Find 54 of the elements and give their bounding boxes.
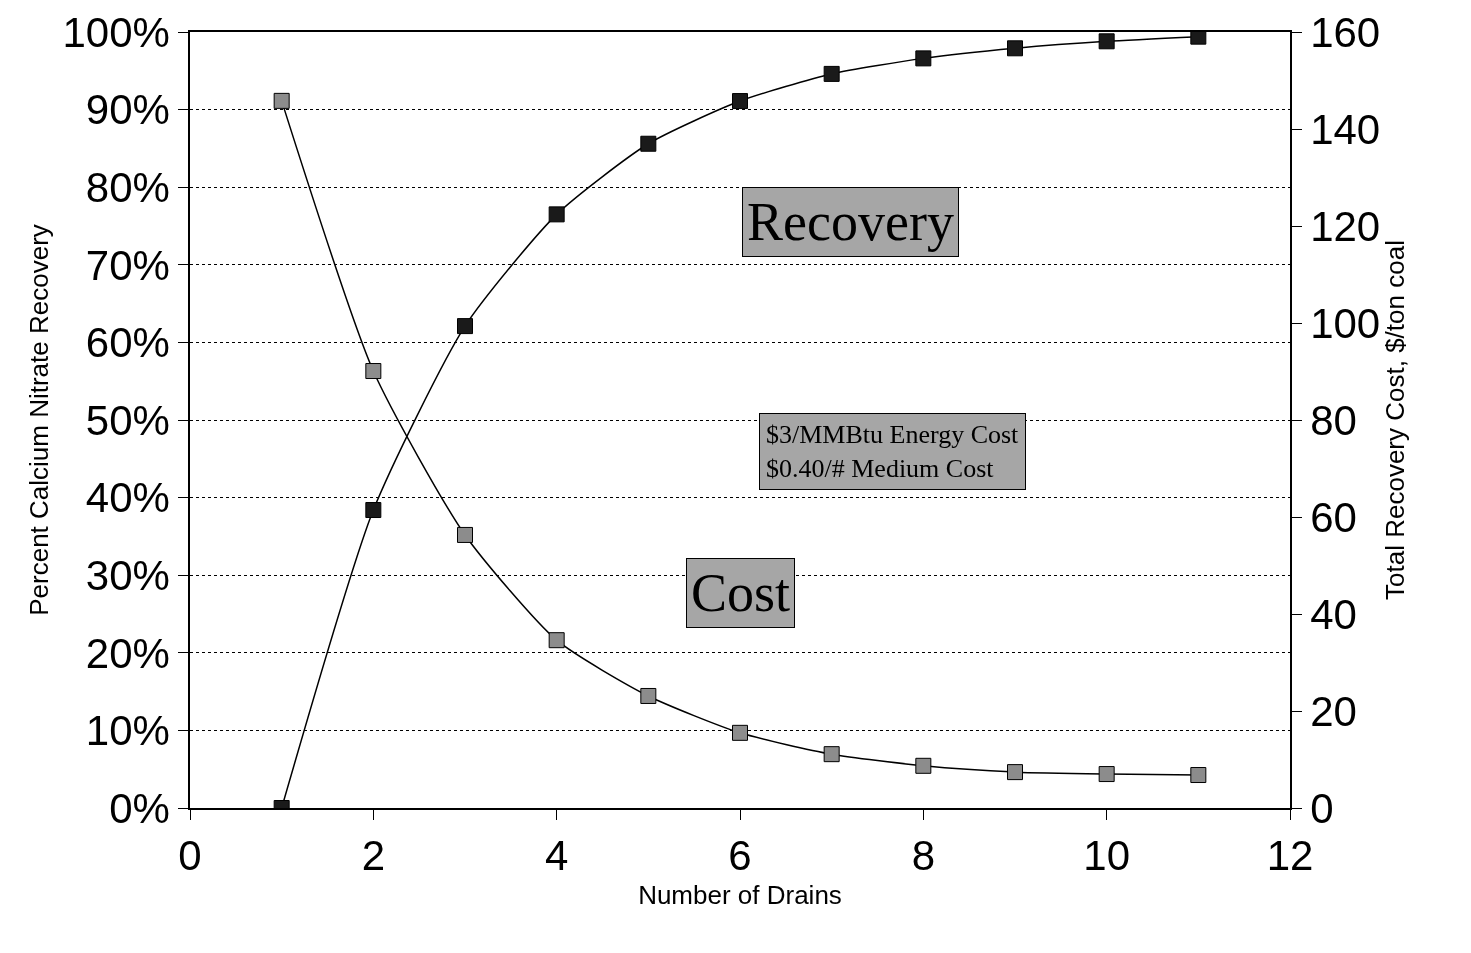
point — [365, 363, 382, 380]
y-tick-label: 80% — [85, 163, 170, 211]
point — [823, 65, 840, 82]
point — [1190, 32, 1207, 45]
y2-tick-label: 60 — [1310, 493, 1357, 541]
point — [457, 318, 473, 335]
point — [365, 502, 382, 519]
y2-tick-label: 100 — [1310, 299, 1381, 347]
point — [1007, 764, 1023, 781]
point — [548, 206, 565, 223]
y-tick-label: 90% — [85, 86, 170, 134]
point — [1190, 767, 1207, 784]
y-tick-label: 60% — [85, 319, 170, 367]
y-tick-label: 40% — [85, 474, 170, 522]
y-tick-label: 50% — [85, 396, 170, 444]
y-tick-label: 10% — [85, 707, 170, 755]
x-tick-label: 12 — [1266, 832, 1314, 880]
y2-tick-label: 0 — [1310, 784, 1334, 832]
y2-tick-label: 160 — [1310, 8, 1381, 56]
y-tick-label: 100% — [62, 8, 170, 56]
y2-tick-label: 20 — [1310, 687, 1357, 735]
y-tick-label: 30% — [85, 551, 170, 599]
y-tick-label: 20% — [85, 629, 170, 677]
x-tick-label: 2 — [361, 832, 386, 880]
y2-tick-label: 120 — [1310, 202, 1381, 250]
point — [640, 687, 657, 704]
x-tick-label: 8 — [911, 832, 936, 880]
point — [732, 93, 748, 110]
x-tick-label: 0 — [178, 832, 202, 880]
annotation: $3/MMBtu Energy Cost $0.40/# Medium Cost — [766, 420, 1020, 483]
y2-axis-title: Total Recovery Cost, $/ton coal — [1380, 240, 1411, 600]
y-tick-label: 0% — [109, 784, 170, 832]
x-tick-label: 10 — [1083, 832, 1131, 880]
x-axis-title: Number of Drains — [638, 880, 842, 911]
point — [273, 92, 290, 109]
y2-tick-label: 80 — [1310, 396, 1357, 444]
series-label: Recovery — [747, 192, 954, 252]
y2-tick-label: 140 — [1310, 105, 1381, 153]
point — [823, 746, 840, 763]
point — [457, 526, 473, 543]
point — [915, 757, 932, 774]
y-axis-title: Percent Calcium Nitrate Recovery — [24, 224, 55, 616]
y2-tick-label: 40 — [1310, 590, 1357, 638]
point — [915, 50, 932, 67]
x-tick-label: 4 — [544, 832, 569, 880]
point — [1098, 33, 1115, 50]
point — [548, 632, 565, 649]
point — [732, 724, 748, 741]
point — [1098, 766, 1115, 783]
point — [1007, 40, 1023, 57]
x-tick-label: 6 — [728, 832, 752, 880]
y-tick-label: 70% — [85, 241, 170, 289]
series-label: Cost — [691, 563, 791, 623]
point — [640, 135, 657, 152]
